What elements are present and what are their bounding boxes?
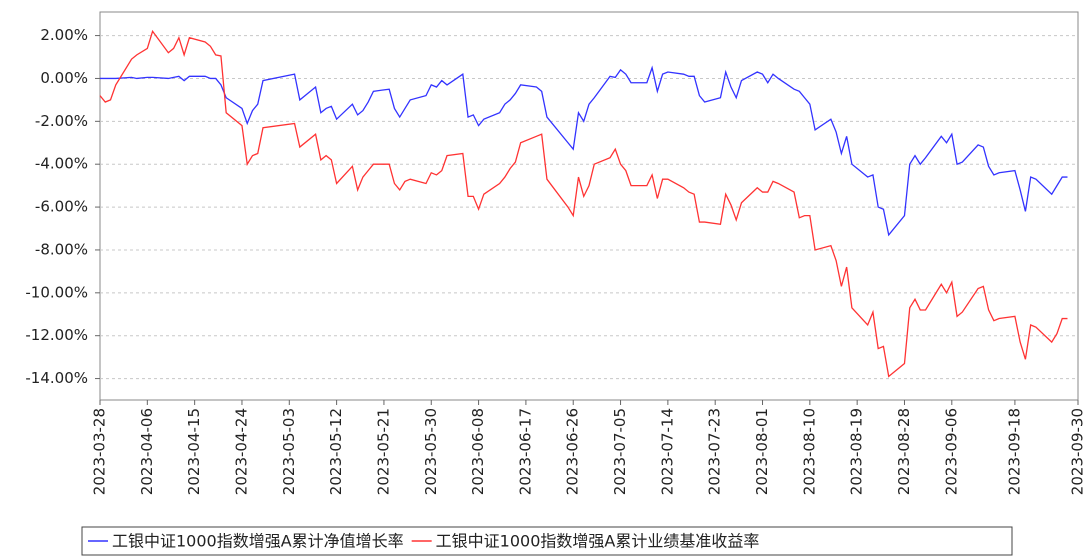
y-tick-label: -8.00% [35,240,88,258]
x-tick-label: 2023-09-06 [942,408,960,495]
x-tick-label: 2023-08-19 [848,408,866,495]
y-tick-label: -14.00% [25,369,88,387]
x-tick-label: 2023-06-08 [469,408,487,495]
plot-frame [99,11,1079,401]
y-tick-label: -12.00% [25,326,88,344]
x-tick-label: 2023-05-03 [280,408,298,495]
x-tick-label: 2023-04-06 [138,408,156,495]
x-tick-label: 2023-03-28 [91,408,109,495]
x-tick-label: 2023-05-21 [374,408,392,495]
x-tick-label: 2023-09-18 [1005,408,1023,495]
x-tick-label: 2023-08-01 [753,408,771,495]
y-tick-label: -6.00% [35,198,88,216]
x-tick-label: 2023-04-15 [185,408,203,495]
legend-label: 工银中证1000指数增强A累计净值增长率 [112,532,404,551]
x-tick-label: 2023-06-17 [516,408,534,495]
x-tick-label: 2023-07-14 [658,408,676,495]
y-tick-label: -2.00% [35,112,88,130]
x-tick-label: 2023-05-30 [422,408,440,495]
x-tick-label: 2023-04-24 [232,408,250,495]
x-tick-label: 2023-08-10 [800,408,818,495]
x-tick-label: 2023-08-28 [895,408,913,495]
legend-box [81,526,1013,556]
x-tick-label: 2023-05-12 [327,408,345,495]
legend-label: 工银中证1000指数增强A累计业绩基准收益率 [436,532,760,551]
x-tick-label: 2023-06-26 [564,408,582,495]
y-tick-label: -4.00% [35,155,88,173]
y-tick-label: 0.00% [40,69,88,87]
x-tick-label: 2023-09-30 [1069,408,1087,495]
x-tick-label: 2023-07-05 [611,408,629,495]
series-line [100,65,1068,237]
series-line [99,29,1068,378]
y-tick-label: 2.00% [40,26,88,44]
x-tick-label: 2023-07-23 [706,408,724,495]
y-tick-label: -10.00% [25,283,88,301]
